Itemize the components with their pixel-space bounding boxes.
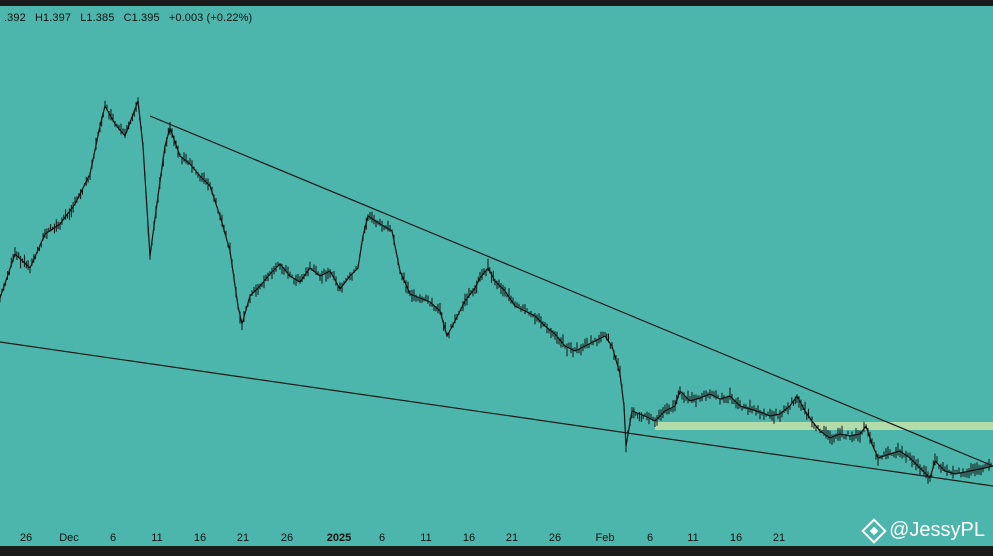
ohlc-open: .392 bbox=[4, 12, 26, 24]
chart-frame: 26 Dec 6 11 16 21 26 2025 6 11 16 21 26 Feb 6 11 16 21 .3… bbox=[0, 6, 993, 546]
x-tick-label: 21 bbox=[773, 532, 785, 544]
x-tick-label: Feb bbox=[596, 532, 615, 544]
ohlc-readout: .392 H1.397 L1.385 C1.395 +0.003 (+0.22%… bbox=[4, 12, 258, 24]
x-tick-label: 11 bbox=[687, 532, 698, 544]
x-tick-label: 11 bbox=[151, 532, 162, 544]
trendlines bbox=[0, 115, 993, 487]
x-tick-label: 16 bbox=[194, 532, 206, 544]
x-tick-label: 6 bbox=[110, 532, 116, 544]
x-tick-label: 11 bbox=[420, 532, 431, 544]
x-tick-label: 2025 bbox=[327, 532, 351, 544]
watermark-handle: @JessyPL bbox=[889, 519, 985, 541]
ohlc-close: C1.395 bbox=[123, 12, 160, 24]
price-series bbox=[0, 97, 993, 484]
chart-background bbox=[0, 6, 993, 546]
binance-logo-icon bbox=[861, 517, 887, 544]
x-tick-label: 21 bbox=[237, 532, 249, 544]
x-tick-label: 21 bbox=[506, 532, 518, 544]
x-tick-label: 16 bbox=[463, 532, 475, 544]
price-line bbox=[0, 100, 993, 480]
x-tick-label: 6 bbox=[379, 532, 385, 544]
watermark: @JessyPL bbox=[861, 517, 985, 544]
trendline-lower-support[interactable] bbox=[0, 341, 993, 487]
x-tick-label: 26 bbox=[281, 532, 293, 544]
x-tick-label: 16 bbox=[730, 532, 742, 544]
x-tick-label: 26 bbox=[549, 532, 561, 544]
x-axis: 26 Dec 6 11 16 21 26 2025 6 11 16 21 26 Feb 6 11 16 21 bbox=[20, 532, 785, 544]
trendline-descending-resistance[interactable] bbox=[149, 115, 993, 467]
price-chart[interactable]: 26 Dec 6 11 16 21 26 2025 6 11 16 21 26 Feb 6 11 16 21 bbox=[0, 6, 993, 546]
x-tick-label: 26 bbox=[20, 532, 32, 544]
ohlc-high: H1.397 bbox=[34, 12, 72, 24]
x-tick-label: 6 bbox=[647, 532, 653, 544]
ohlc-change: +0.003 (+0.22%) bbox=[168, 12, 253, 24]
x-tick-label: Dec bbox=[59, 532, 79, 544]
ohlc-low: L1.385 bbox=[80, 12, 115, 24]
